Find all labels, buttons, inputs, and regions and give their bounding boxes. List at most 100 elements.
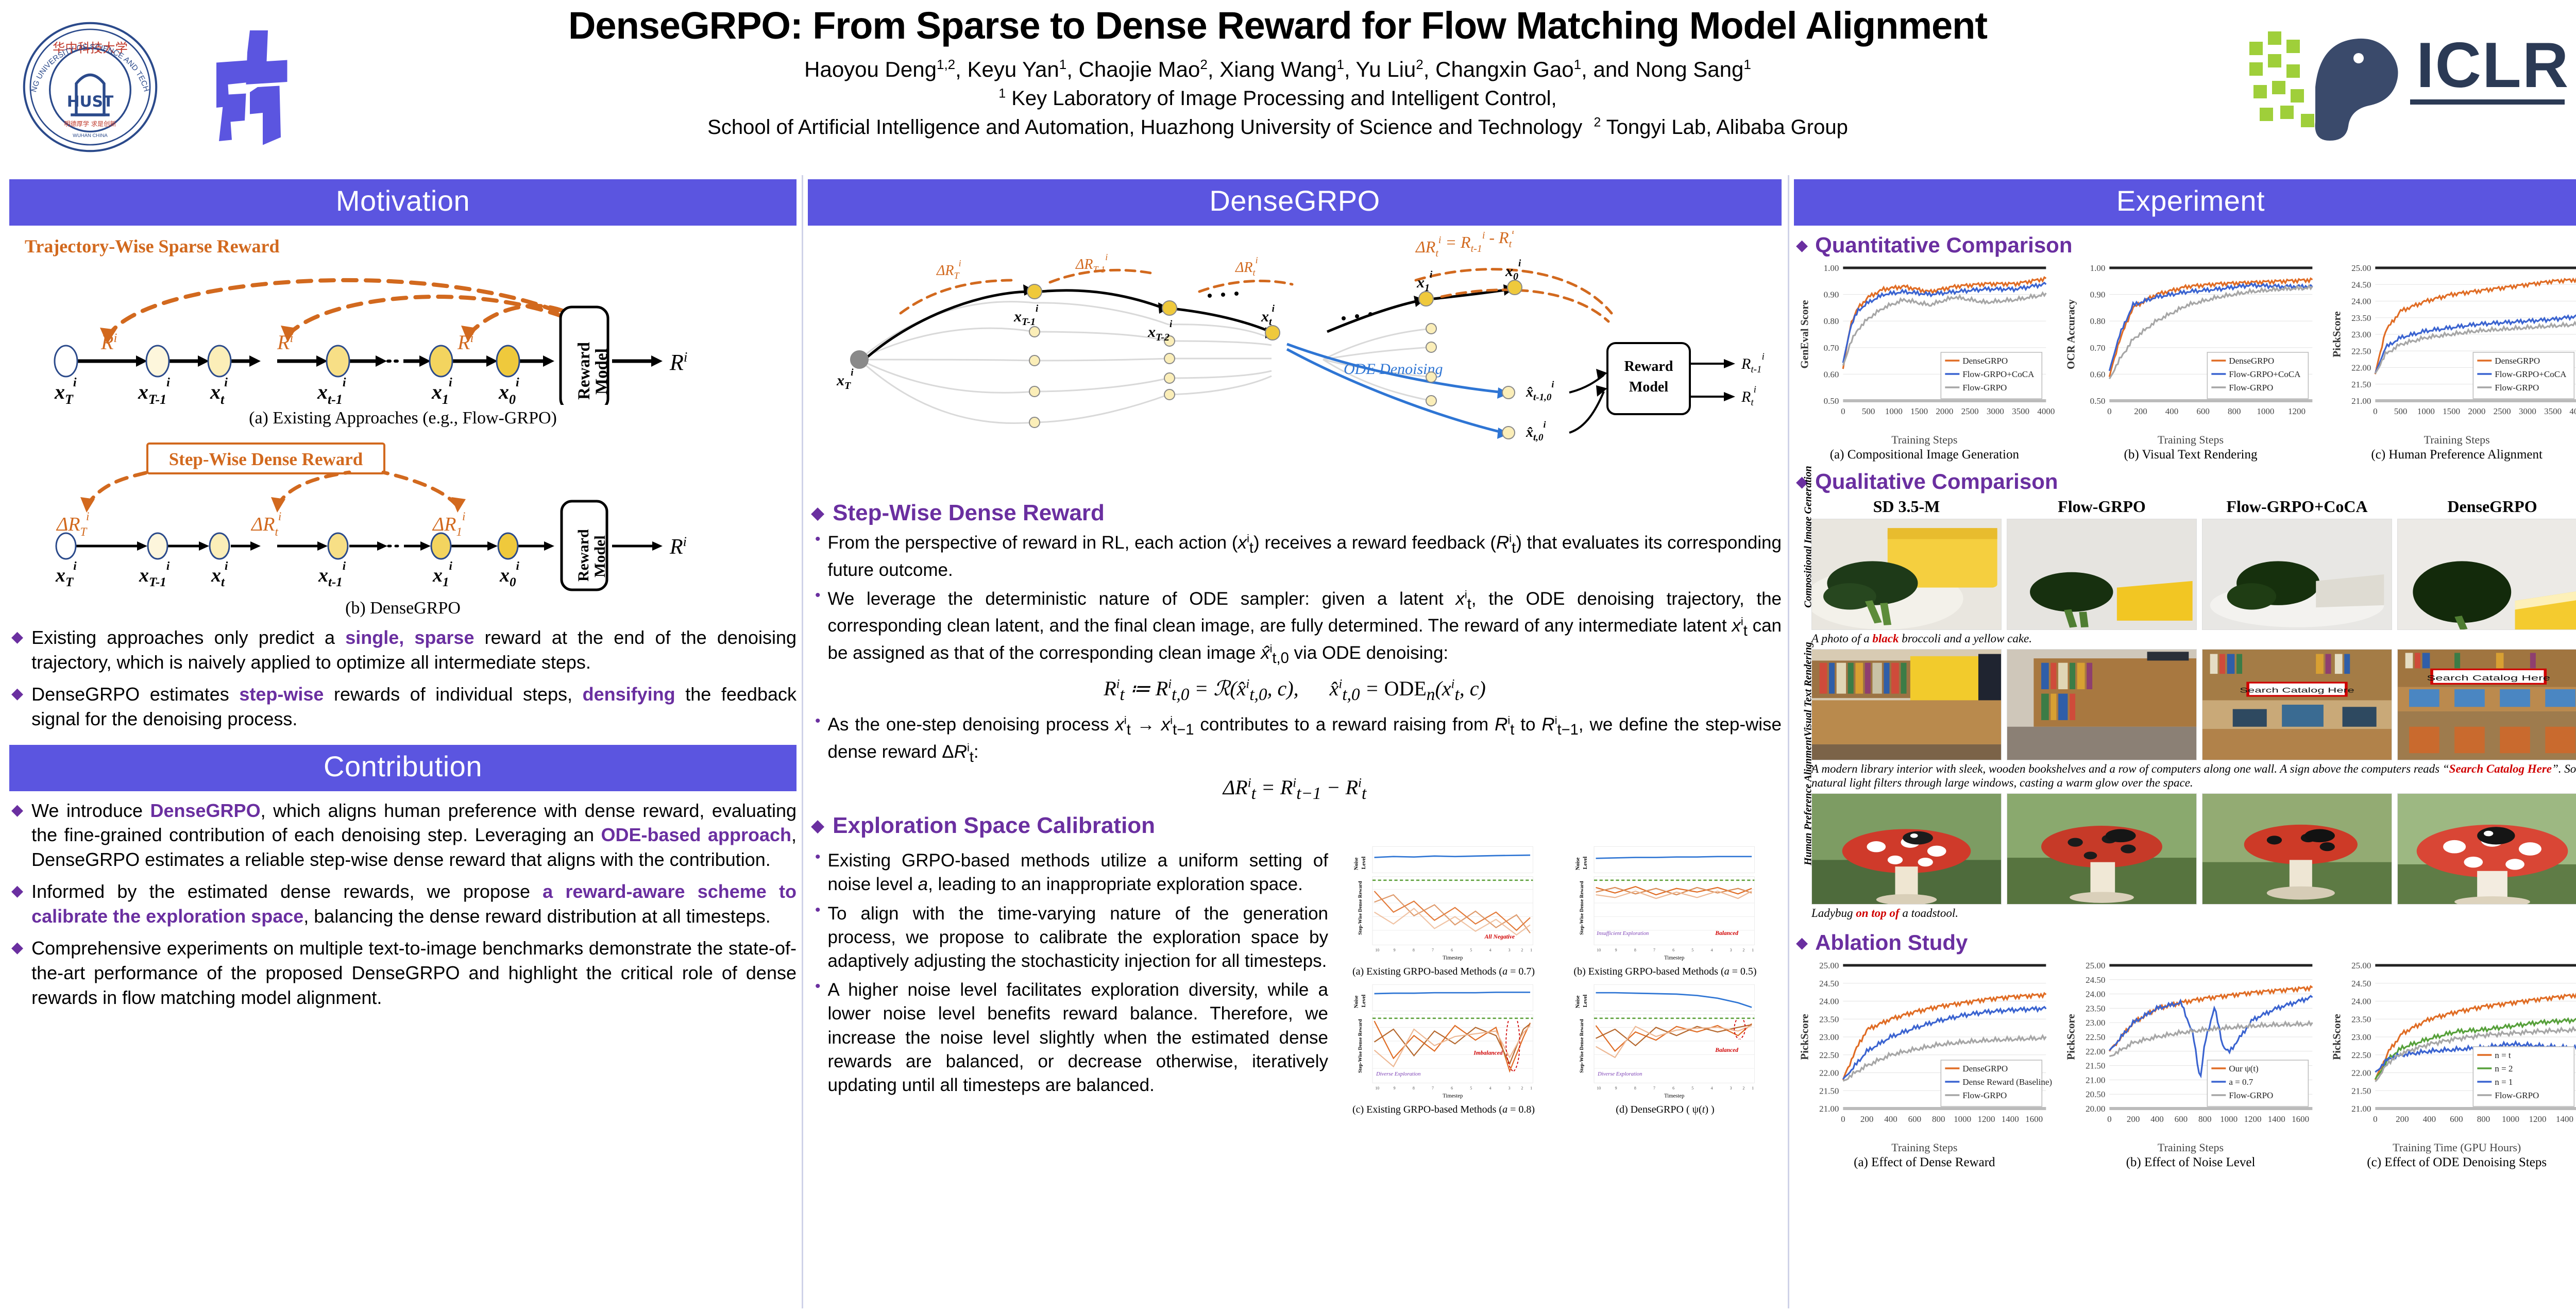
- svg-text:Timestep: Timestep: [1443, 1094, 1463, 1099]
- svg-text:xt-1i: xt-1i: [318, 559, 346, 589]
- bullet-text: A higher noise level facilitates explora…: [827, 980, 1328, 1095]
- figure-a-caption: (a) Existing Approaches (e.g., Flow-GRPO…: [249, 408, 557, 428]
- qualitative-caption-2: A modern library interior with sleek, wo…: [1811, 762, 2576, 790]
- svg-text:Ri: Ri: [669, 534, 687, 559]
- column-divider-1: [802, 175, 803, 1308]
- svg-text:21.50: 21.50: [2351, 380, 2371, 389]
- svg-text:Reward: Reward: [575, 529, 592, 582]
- svg-text:DenseGRPO: DenseGRPO: [1962, 1064, 2008, 1074]
- svg-text:1000: 1000: [2220, 1114, 2238, 1124]
- svg-text:Flow-GRPO+CoCA: Flow-GRPO+CoCA: [2495, 369, 2567, 379]
- svg-text:x1i: x1i: [432, 559, 453, 589]
- svg-text:1: 1: [1752, 948, 1754, 952]
- svg-text:200: 200: [2127, 1114, 2140, 1124]
- qualitative-row-1: [1811, 519, 2576, 630]
- svg-text:22.00: 22.00: [1819, 1068, 1839, 1078]
- chart-xlabel: Training Steps: [1891, 1141, 1958, 1154]
- svg-text:24.00: 24.00: [2351, 997, 2371, 1007]
- svg-text:Search Catalog Here: Search Catalog Here: [2240, 686, 2354, 694]
- svg-text:24.00: 24.00: [2086, 990, 2105, 999]
- svg-text:PickScore: PickScore: [2064, 1014, 2077, 1060]
- chart-container-quant-c: 21.00 21.50 22.00 22.50 23.00 23.50 24.00 24.50…: [2326, 261, 2576, 462]
- svg-text:Model: Model: [1629, 379, 1668, 395]
- col-header-densegrpo: DenseGRPO: [2447, 497, 2537, 516]
- svg-text:xti: xti: [211, 559, 228, 589]
- svg-text:0: 0: [2107, 406, 2112, 416]
- section-header-motivation: Motivation: [9, 179, 796, 226]
- chart-caption: (b) Effect of Noise Level: [2126, 1155, 2256, 1170]
- chart-abl-a: 21.00 21.50 22.00 22.50 23.00 23.50 24.00 24.50…: [1798, 961, 2052, 1124]
- section-header-densegrpo: DenseGRPO: [808, 179, 1782, 226]
- svg-text:7: 7: [1653, 1086, 1655, 1091]
- heading-qualitative-comparison: ◆ Qualitative Comparison: [1796, 469, 2576, 494]
- svg-text:800: 800: [2198, 1114, 2212, 1124]
- svg-text:4: 4: [1710, 948, 1713, 952]
- svg-text:1500: 1500: [2443, 406, 2460, 416]
- figure-b-caption: (b) DenseGRPO: [345, 599, 461, 618]
- chart-caption: (c) Effect of ODE Denoising Steps: [2367, 1155, 2547, 1170]
- equation-reward-definition: Rit ≔ Rit,0 = ℛ(x̂it,0, c), x̂it,0 = ODE…: [1104, 677, 1486, 705]
- qualitative-caption-3: Ladybug on top of a toadstool.: [1811, 906, 1958, 919]
- figure-densegrpo-pipeline: ΔRti = Rt-1i - Rti: [808, 224, 1782, 491]
- qual-image-r3c2: [2007, 793, 2197, 905]
- chart-quant-a: 0.50 0.60 0.70 0.80 0.90 1.00 0 500 1000 1500 2000…: [1798, 263, 2055, 416]
- svg-text:23.50: 23.50: [2351, 1015, 2371, 1025]
- svg-text:x̂t-1,0i: x̂t-1,0i: [1526, 379, 1554, 403]
- figure-existing-approaches: Trajectory-Wise Sparse Reward: [9, 235, 796, 412]
- qual-image-r2c3: Search Catalog Here: [2202, 649, 2392, 760]
- svg-text:明德厚学 求是创新: 明德厚学 求是创新: [64, 120, 116, 128]
- svg-text:PickScore: PickScore: [1798, 1014, 1810, 1060]
- svg-text:Level: Level: [1361, 995, 1367, 1008]
- svg-text:Ri: Ri: [100, 331, 117, 354]
- column-middle: DenseGRPO ΔRti = Rt-1i - Rti: [808, 179, 1782, 1116]
- author-list: Haoyou Deng1,2, Keyu Yan1, Chaojie Mao2,…: [804, 56, 1751, 81]
- svg-text:6: 6: [1451, 1086, 1453, 1091]
- svg-text:Diverse Exploration: Diverse Exploration: [1597, 1071, 1642, 1077]
- heading-ablation-study: ◆ Ablation Study: [1796, 930, 2576, 955]
- svg-text:24.50: 24.50: [1819, 979, 1839, 989]
- col-header-flowgrpo: Flow-GRPO: [2058, 497, 2146, 516]
- svg-text:Imbalanced: Imbalanced: [1473, 1050, 1502, 1057]
- svg-text:2500: 2500: [2494, 406, 2511, 416]
- svg-text:Flow-GRPO: Flow-GRPO: [2495, 383, 2539, 393]
- qualitative-comparison-grid: Compositional Image Generation Visual Te…: [1794, 466, 2576, 923]
- col-header-flowgrpo-coca: Flow-GRPO+CoCA: [2226, 497, 2368, 516]
- svg-text:20.00: 20.00: [2086, 1104, 2105, 1114]
- heading-step-wise-dense-reward: ◆ Step-Wise Dense Reward: [811, 500, 1782, 526]
- mini-chart-caption: (d) DenseGRPO ( ψ(t) ): [1616, 1104, 1715, 1116]
- diamond-bullet-icon: ◆: [1796, 473, 1808, 490]
- svg-text:DenseGRPO: DenseGRPO: [2495, 356, 2540, 366]
- svg-text:1400: 1400: [2556, 1114, 2573, 1124]
- chart-caption: (a) Effect of Dense Reward: [1854, 1155, 1995, 1170]
- mid-bullet-1: • From the perspective of reward in RL, …: [815, 531, 1782, 582]
- svg-text:0: 0: [1841, 1114, 1845, 1124]
- hust-logo-icon: 华中科技大学 HUST 明德厚学 求是创新 WUHAN CHINA HUAZHO…: [18, 11, 160, 157]
- svg-text:x1i: x1i: [431, 376, 452, 405]
- svg-text:Step-Wise Dense Reward: Step-Wise Dense Reward: [1579, 881, 1585, 935]
- svg-text:2: 2: [1742, 948, 1744, 952]
- bullet-dot-icon: •: [815, 531, 821, 548]
- svg-text:7: 7: [1653, 948, 1655, 952]
- chart-container-abl-b: 20.00 20.50 21.00 21.50 22.00 22.50 23.00 23.50…: [2060, 958, 2321, 1170]
- svg-text:DenseGRPO: DenseGRPO: [2229, 356, 2274, 366]
- diamond-bullet-icon: ◆: [1796, 236, 1808, 254]
- svg-text:1000: 1000: [2257, 406, 2274, 416]
- mini-chart-caption: (a) Existing GRPO-based Methods (a = 0.7…: [1352, 966, 1535, 978]
- heading-text: Qualitative Comparison: [1815, 469, 2058, 493]
- svg-text:1500: 1500: [1910, 406, 1928, 416]
- svg-text:0.50: 0.50: [1824, 396, 1839, 406]
- svg-text:22.00: 22.00: [2351, 1068, 2371, 1078]
- affiliation-line-1: 1 Key Laboratory of Image Processing and…: [998, 87, 1557, 110]
- bullet-dot-icon: •: [815, 901, 821, 918]
- svg-text:PickScore: PickScore: [2331, 1014, 2343, 1060]
- chart-container-quant-a: 0.50 0.60 0.70 0.80 0.90 1.00 0 500 1000 1500 2000…: [1794, 261, 2055, 462]
- mini-chart-a: Noise Level All Negative: [1335, 844, 1552, 978]
- svg-text:800: 800: [1932, 1114, 1945, 1124]
- diamond-bullet-icon: ◆: [11, 801, 24, 819]
- svg-text:600: 600: [2450, 1114, 2464, 1124]
- svg-text:23.50: 23.50: [1819, 1015, 1839, 1025]
- heading-text: Ablation Study: [1815, 930, 1968, 955]
- svg-text:ΔRTi: ΔRTi: [56, 510, 89, 538]
- bullet-text: From the perspective of reward in RL, ea…: [827, 532, 1782, 580]
- svg-text:4: 4: [1489, 948, 1491, 952]
